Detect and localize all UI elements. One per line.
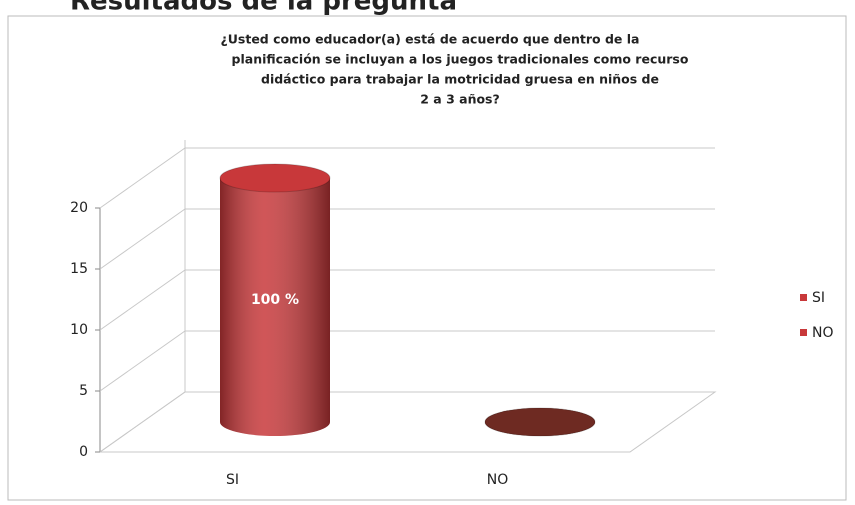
grid-line [99,330,715,392]
chart-frame [7,15,847,501]
chart-title: planificación se incluyan a los juegos t… [232,52,689,67]
x-tick-label: NO [487,472,509,488]
chart-title: didáctico para trabajar la motricidad gr… [261,72,659,87]
legend-label: NO [812,325,834,341]
x-tick-label: SI [226,472,239,488]
y-tick-label: 0 [79,444,88,460]
legend-swatch [800,294,807,301]
grid-line [99,391,715,453]
legend-label: SI [812,290,825,306]
y-tick-label: 20 [70,200,88,216]
bar [219,163,331,436]
y-tick-label: 15 [70,261,88,277]
y-tick-label: 5 [79,383,88,399]
grid-line [99,147,715,209]
chart-title: ¿Usted como educador(a) está de acuerdo … [221,32,640,47]
legend-swatch [800,329,807,336]
page-heading: Resultados de la pregunta [70,0,457,17]
chart-title: 2 a 3 años? [420,92,500,107]
grid-line [99,269,715,331]
y-tick-label: 10 [70,322,88,338]
grid-line [99,208,715,270]
data-label: 100 % [251,292,299,308]
bar [484,407,596,437]
